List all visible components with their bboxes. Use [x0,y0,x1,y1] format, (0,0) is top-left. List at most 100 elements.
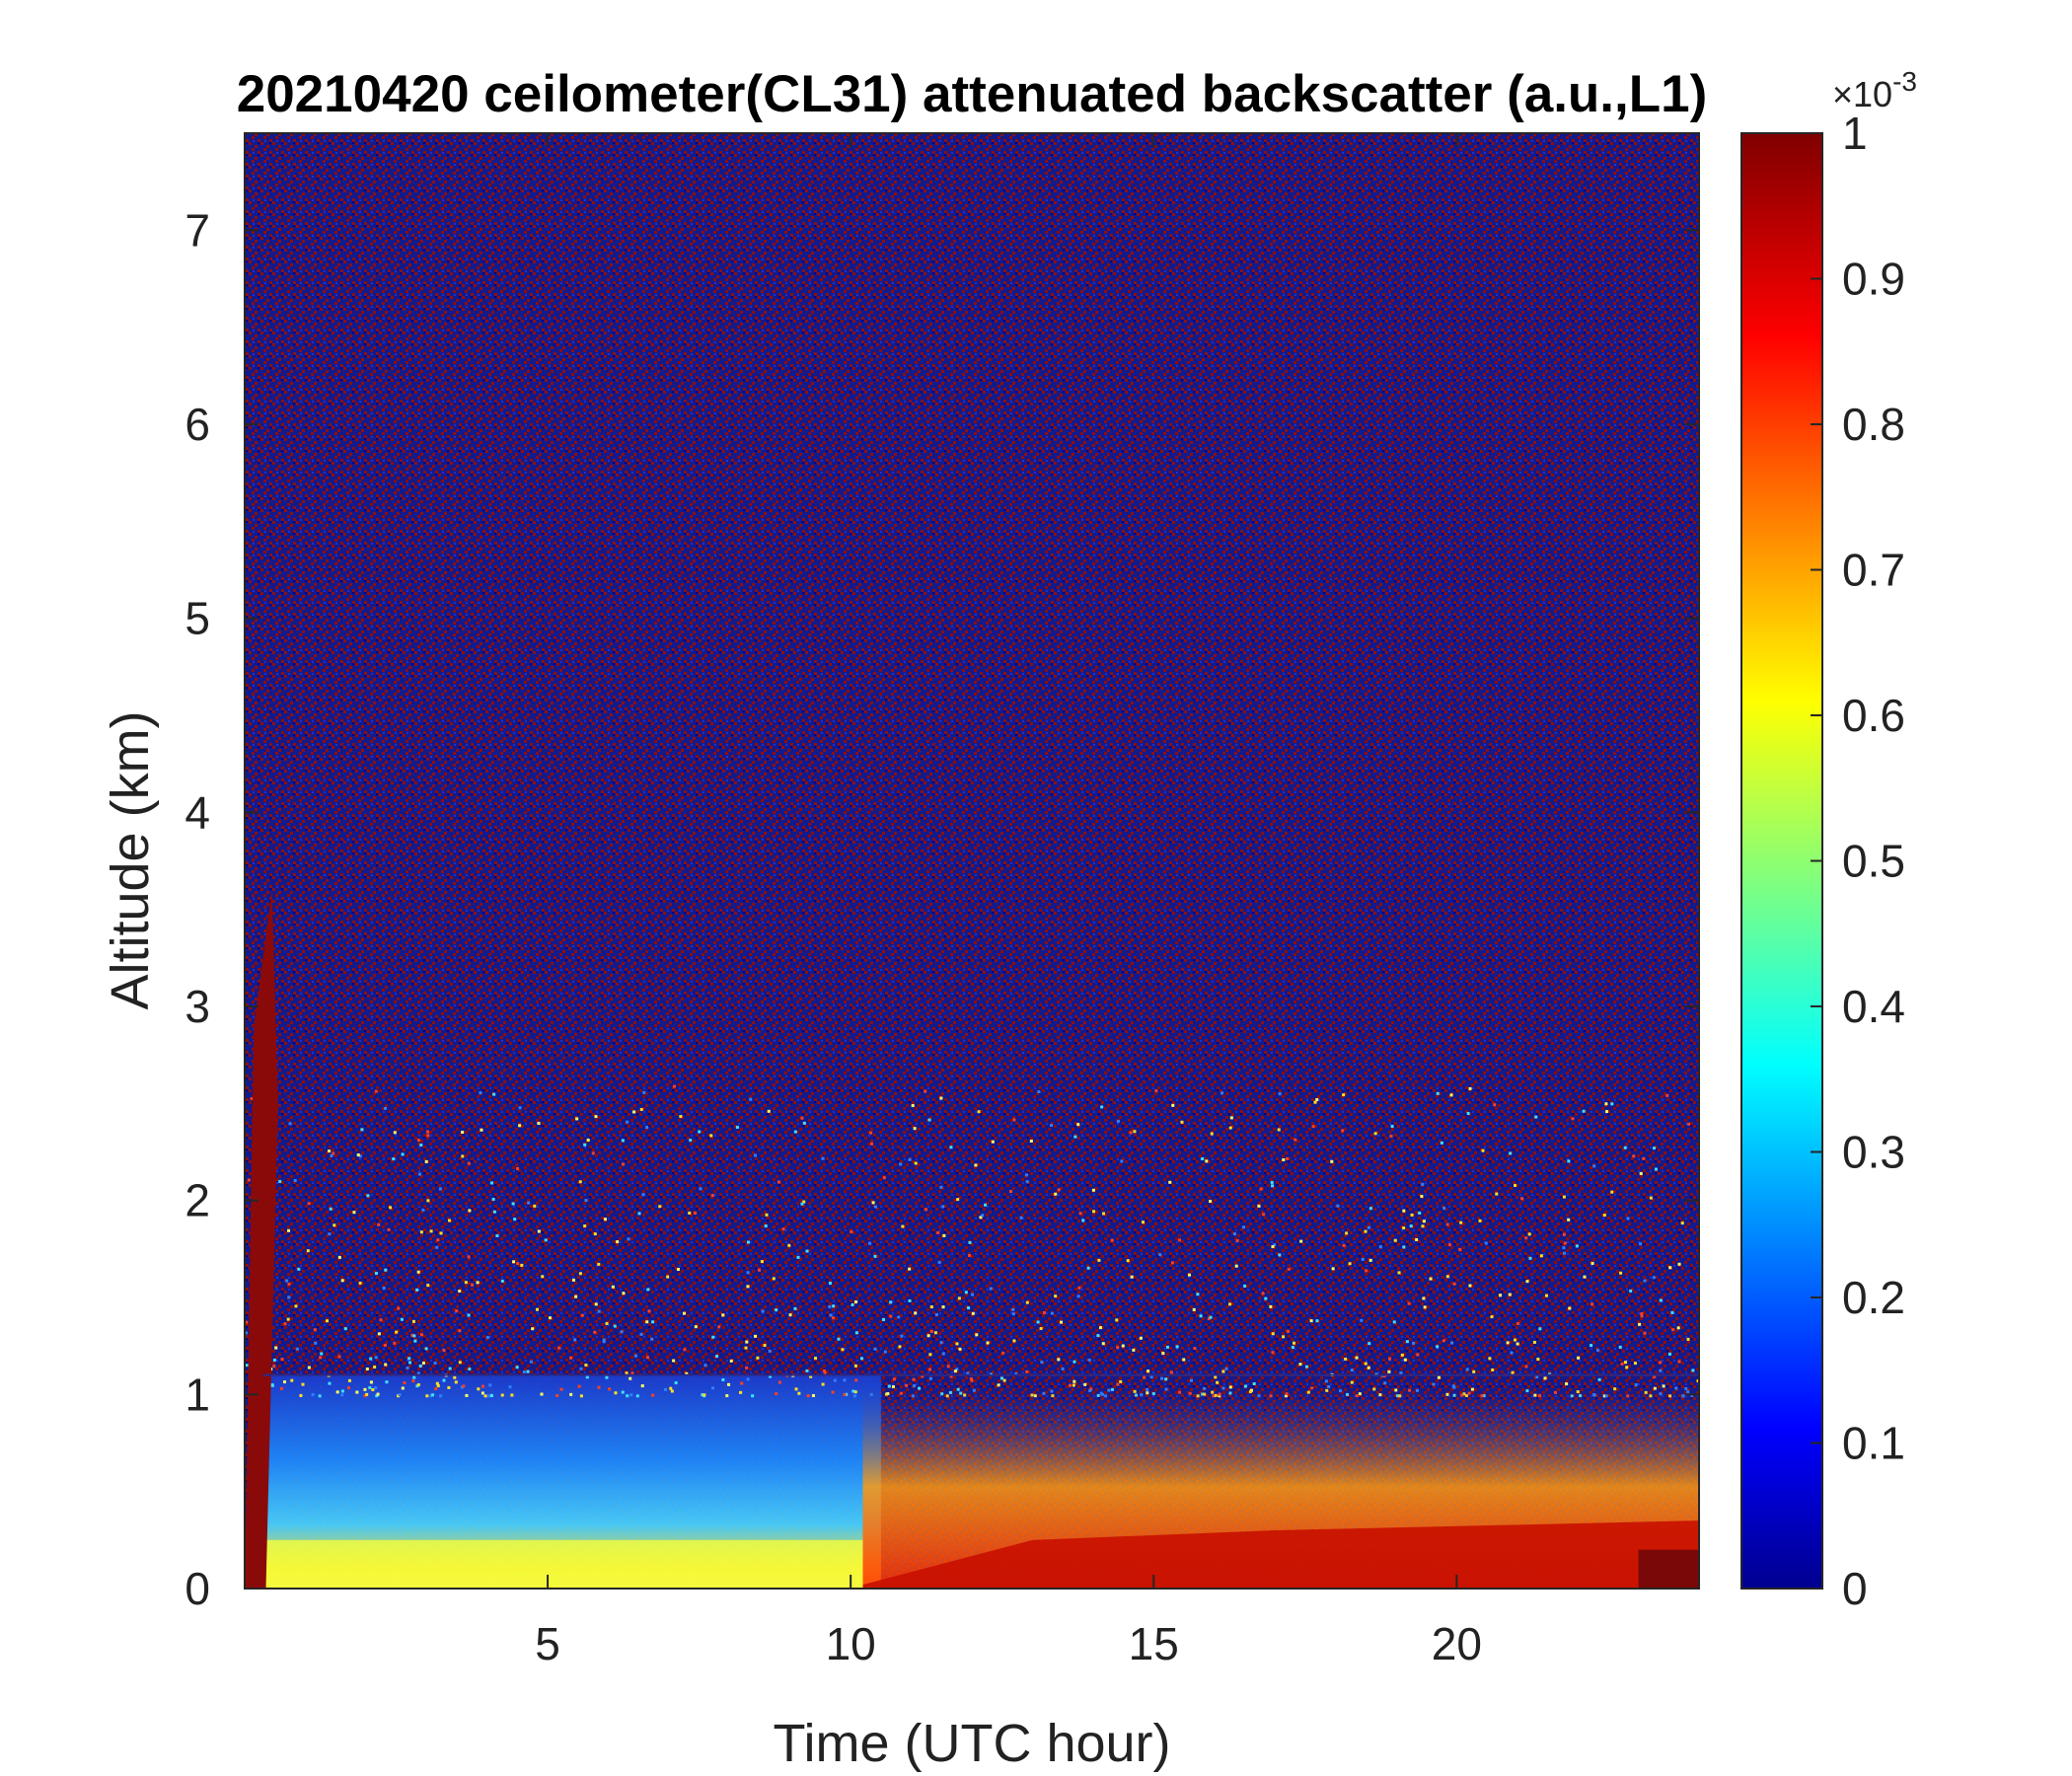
noise-speckle [1403,1358,1407,1362]
noise-speckle [851,1389,855,1393]
noise-speckle [768,1349,772,1353]
noise-speckle [640,1384,644,1388]
noise-speckle [1175,1345,1179,1349]
noise-speckle [829,1313,833,1317]
noise-speckle [458,1290,462,1294]
noise-speckle [329,1207,333,1211]
noise-speckle [1392,1320,1396,1324]
noise-speckle [352,1211,356,1215]
colorbar-exponent-power: -3 [1892,66,1917,97]
noise-speckle [1087,1358,1091,1362]
noise-speckle [793,1130,797,1134]
noise-speckle [727,1382,731,1386]
noise-speckle [416,1371,420,1375]
noise-speckle [658,1205,662,1209]
noise-speckle [1199,1314,1203,1318]
noise-speckle [1257,1204,1261,1208]
noise-speckle [971,1311,975,1315]
colorbar-tick-label: 0.5 [1842,836,1905,887]
noise-speckle [447,1385,451,1389]
noise-speckle [384,1268,388,1272]
noise-speckle [1516,1321,1519,1325]
noise-speckle [328,1381,332,1385]
noise-speckle [1410,1213,1414,1217]
noise-speckle [1499,1294,1503,1297]
noise-speckle [593,1232,597,1236]
noise-speckle [433,1362,437,1366]
noise-speckle [412,1375,416,1379]
y-tick-label: 1 [185,1369,210,1420]
noise-speckle [287,1295,291,1299]
noise-speckle [1445,1275,1449,1279]
noise-speckle [1054,1192,1058,1196]
colorbar: 0 0.1 0.2 0.3 0.4 0.5 0.6 0.7 0.8 0.9 1 ×10-3 [1740,66,1917,1614]
noise-speckle [479,1091,482,1095]
noise-speckle [408,1361,412,1365]
noise-speckle [1670,1310,1674,1314]
noise-speckle [1100,1105,1104,1109]
noise-speckle [366,1194,370,1198]
noise-speckle [967,1306,971,1310]
noise-speckle [845,1392,849,1396]
noise-speckle [574,1295,578,1298]
noise-speckle [526,1369,530,1373]
noise-speckle [272,1365,276,1369]
noise-speckle [340,1279,344,1283]
colorbar-tick-label: 0.4 [1842,981,1905,1032]
noise-speckle [1235,1238,1239,1242]
noise-speckle [853,1300,857,1304]
noise-speckle [418,1364,422,1368]
noise-speckle [557,1346,561,1350]
noise-speckle [1189,1378,1193,1382]
noise-speckle [306,1249,310,1253]
noise-speckle [480,1128,483,1132]
noise-speckle [914,1161,918,1165]
noise-speckle [1201,1156,1205,1160]
noise-speckle [274,1346,278,1350]
noise-speckle [1659,1369,1663,1372]
noise-speckle [754,1334,758,1338]
noise-speckle [957,1296,961,1300]
noise-speckle [541,1275,545,1279]
noise-speckle [360,1128,364,1132]
noise-speckle [1516,1342,1519,1346]
noise-speckle [1383,1381,1387,1385]
noise-speckle [1364,1362,1368,1366]
noise-speckle [647,1309,651,1313]
noise-speckle [1355,1356,1359,1360]
noise-speckle [1342,1243,1346,1247]
noise-speckle [788,1313,792,1317]
noise-speckle [420,1333,424,1337]
noise-speckle [1524,1236,1528,1240]
noise-speckle [382,1286,386,1290]
noise-speckle [1209,1199,1213,1203]
x-tick-label: 10 [826,1618,876,1669]
noise-speckle [393,1131,397,1135]
noise-speckle [853,1364,857,1368]
noise-speckle [1653,1374,1657,1378]
noise-speckle [448,1367,452,1370]
noise-speckle [871,1201,875,1205]
noise-speckle [603,1218,607,1221]
noise-speckle [611,1285,615,1289]
noise-speckle [282,1380,286,1384]
x-tick-label: 20 [1432,1618,1482,1669]
noise-speckle [664,1387,668,1391]
noise-speckle [492,1092,496,1096]
noise-speckle [1141,1221,1145,1224]
noise-speckle [1390,1125,1394,1129]
noise-speckle [1399,1371,1403,1375]
noise-speckle [851,1302,854,1306]
noise-speckle [633,1354,637,1358]
noise-speckle [746,1240,750,1244]
noise-speckle [346,1386,350,1390]
noise-speckle [645,1356,649,1360]
noise-speckle [882,1176,886,1180]
noise-speckle [806,1394,810,1398]
noise-speckle [1073,1135,1077,1139]
noise-speckle [828,1304,832,1308]
noise-speckle [1422,1296,1426,1300]
noise-speckle [740,1381,744,1385]
noise-speckle [383,1343,387,1347]
noise-speckle [934,1312,938,1316]
